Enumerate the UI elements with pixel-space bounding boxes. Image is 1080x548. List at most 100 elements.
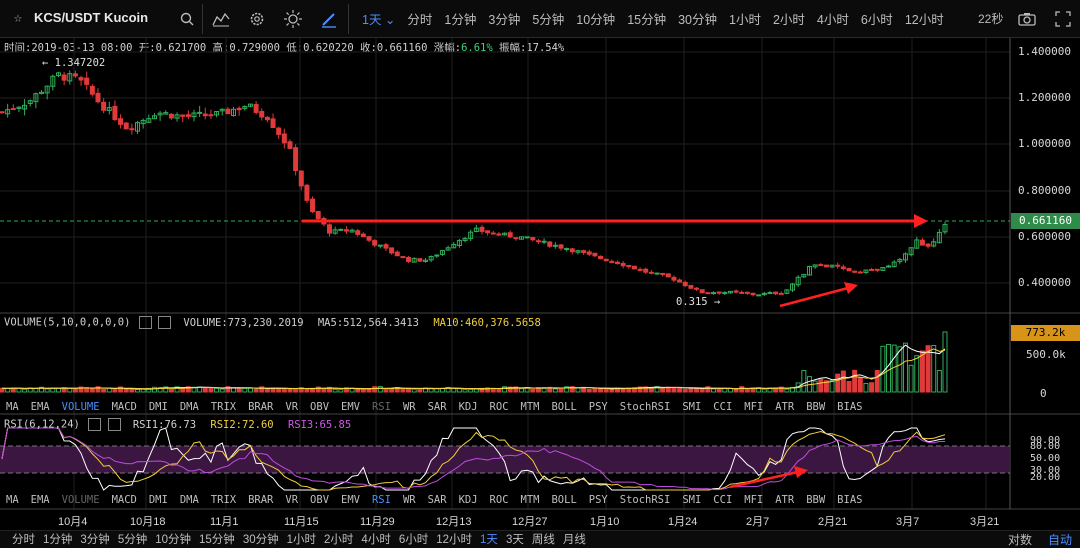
indicator-tab-boll[interactable]: BOLL (551, 401, 577, 413)
bottom-period-tab[interactable]: 分时 (12, 534, 35, 546)
bottom-period-tab[interactable]: 5分钟 (117, 534, 148, 546)
bottom-period-tab[interactable]: 3天 (505, 534, 524, 546)
indicator-tab-emv[interactable]: EMV (341, 401, 360, 413)
period-tab[interactable]: 6小时 (860, 13, 893, 27)
indicator-tab-trix[interactable]: TRIX (210, 401, 237, 413)
period-tab[interactable]: 4小时 (816, 13, 849, 27)
period-tab[interactable]: 1天 ⌄ (362, 13, 396, 27)
indicator-tab-psy[interactable]: PSY (588, 494, 608, 506)
period-tab[interactable]: 15分钟 (627, 13, 667, 27)
period-tab[interactable]: 1小时 (729, 13, 761, 27)
period-tab[interactable]: 30分钟 (678, 13, 717, 27)
candle-body (146, 118, 152, 123)
bottom-period-tab[interactable]: 4小时 (361, 534, 391, 546)
indicator-tab-volume[interactable]: VOLUME (61, 494, 100, 506)
indicator-tab-dmi[interactable]: DMI (148, 401, 168, 413)
indicator-tab-smi[interactable]: SMI (682, 494, 702, 506)
indicator-tab-dma[interactable]: DMA (179, 401, 199, 413)
fullscreen-icon[interactable] (1052, 8, 1074, 30)
indicator-icon[interactable] (210, 8, 232, 30)
bottom-period-tab[interactable]: 1分钟 (43, 534, 73, 546)
period-tab[interactable]: 3分钟 (488, 13, 521, 27)
indicator-tab-rsi[interactable]: RSI (371, 494, 391, 506)
indicator-tab-cci[interactable]: CCI (713, 494, 733, 506)
volume-bar (643, 386, 649, 393)
indicator-tab-mtm[interactable]: MTM (520, 401, 540, 413)
indicator-tab-dma[interactable]: DMA (179, 494, 199, 506)
rsi-close-icon[interactable] (107, 418, 121, 431)
indicator-tab-roc[interactable]: ROC (489, 494, 509, 506)
indicator-tab-macd[interactable]: MACD (111, 401, 137, 413)
indicator-tab-bias[interactable]: BIAS (837, 494, 863, 506)
period-tab[interactable]: 1分钟 (444, 13, 477, 27)
indicator-tab-bbw[interactable]: BBW (806, 494, 826, 506)
bottom-period-tab[interactable]: 1天 (480, 534, 498, 546)
indicator-tab-obv[interactable]: OBV (310, 494, 330, 506)
bottom-period-tab[interactable]: 2小时 (324, 534, 354, 546)
indicator-tab-smi[interactable]: SMI (682, 401, 702, 413)
period-tab[interactable]: 分时 (407, 13, 433, 27)
bottom-period-tab[interactable]: 15分钟 (199, 534, 235, 546)
indicator-tab-brar[interactable]: BRAR (248, 494, 274, 506)
indicator-tab-atr[interactable]: ATR (775, 401, 795, 413)
indicator-tab-dmi[interactable]: DMI (148, 494, 168, 506)
indicator-tab-mfi[interactable]: MFI (744, 494, 764, 506)
indicator-tab-kdj[interactable]: KDJ (458, 401, 478, 413)
candle-body (931, 241, 937, 247)
period-tab[interactable]: 2小时 (772, 13, 805, 27)
bottom-period-tab[interactable]: 10分钟 (155, 534, 192, 546)
search-icon[interactable] (176, 8, 198, 30)
bottom-period-tab[interactable]: 30分钟 (242, 534, 279, 546)
indicator-tab-volume[interactable]: VOLUME (61, 401, 100, 413)
indicator-tab-roc[interactable]: ROC (489, 401, 509, 413)
star-icon[interactable]: ☆ (13, 10, 23, 26)
indicator-tab-ema[interactable]: EMA (30, 494, 50, 506)
bottom-period-tab[interactable]: 1小时 (286, 534, 317, 546)
indicator-tab-mfi[interactable]: MFI (744, 401, 764, 413)
draw-icon[interactable] (318, 8, 340, 30)
bottom-period-tab[interactable]: 3分钟 (80, 534, 110, 546)
indicator-tab-ma[interactable]: MA (6, 494, 19, 506)
indicator-tab-boll[interactable]: BOLL (551, 494, 577, 506)
indicator-tab-wr[interactable]: WR (402, 401, 416, 413)
indicator-tab-atr[interactable]: ATR (775, 494, 795, 506)
period-tab[interactable]: 10分钟 (576, 13, 616, 27)
bottom-period-tab[interactable]: 12小时 (436, 534, 473, 546)
indicator-tab-vr[interactable]: VR (285, 401, 299, 413)
indicator-tab-stochrsi[interactable]: StochRSI (619, 401, 671, 413)
indicator-tab-kdj[interactable]: KDJ (458, 494, 478, 506)
candle-body (89, 85, 95, 95)
indicator-tab-stochrsi[interactable]: StochRSI (619, 494, 671, 506)
indicator-tab-psy[interactable]: PSY (588, 401, 608, 413)
indicator-tab-obv[interactable]: OBV (310, 401, 330, 413)
period-tab[interactable]: 12小时 (904, 13, 944, 27)
bottom-period-tab[interactable]: 6小时 (398, 534, 429, 546)
volume-close-icon[interactable] (158, 316, 172, 329)
indicator-tab-sar[interactable]: SAR (427, 401, 447, 413)
indicator-tab-ema[interactable]: EMA (30, 401, 50, 413)
camera-icon[interactable] (1016, 8, 1038, 30)
indicator-tab-vr[interactable]: VR (285, 494, 299, 506)
indicator-tab-wr[interactable]: WR (402, 494, 416, 506)
period-tab[interactable]: 5分钟 (532, 13, 565, 27)
indicator-tab-macd[interactable]: MACD (111, 494, 137, 506)
bottom-period-tab[interactable]: 周线 (531, 534, 555, 546)
indicator-tab-emv[interactable]: EMV (341, 494, 360, 506)
volume-settings-icon[interactable] (138, 316, 152, 329)
scale-button[interactable]: 对数 (1008, 533, 1033, 547)
settings-icon[interactable] (246, 8, 268, 30)
bottom-period-tab[interactable]: 月线 (562, 534, 586, 546)
indicator-tab-bbw[interactable]: BBW (806, 401, 826, 413)
indicator-tab-bias[interactable]: BIAS (837, 401, 863, 413)
indicator-tab-trix[interactable]: TRIX (210, 494, 237, 506)
indicator-tab-ma[interactable]: MA (6, 401, 19, 413)
rsi-settings-icon[interactable] (88, 418, 102, 431)
indicator-tab-cci[interactable]: CCI (713, 401, 733, 413)
indicator-tab-sar[interactable]: SAR (427, 494, 447, 506)
indicator-tab-rsi[interactable]: RSI (371, 401, 391, 413)
theme-icon[interactable] (282, 8, 304, 30)
indicator-tab-brar[interactable]: BRAR (248, 401, 274, 413)
scale-button[interactable]: 自动 (1048, 533, 1073, 547)
indicator-tab-mtm[interactable]: MTM (520, 494, 540, 506)
